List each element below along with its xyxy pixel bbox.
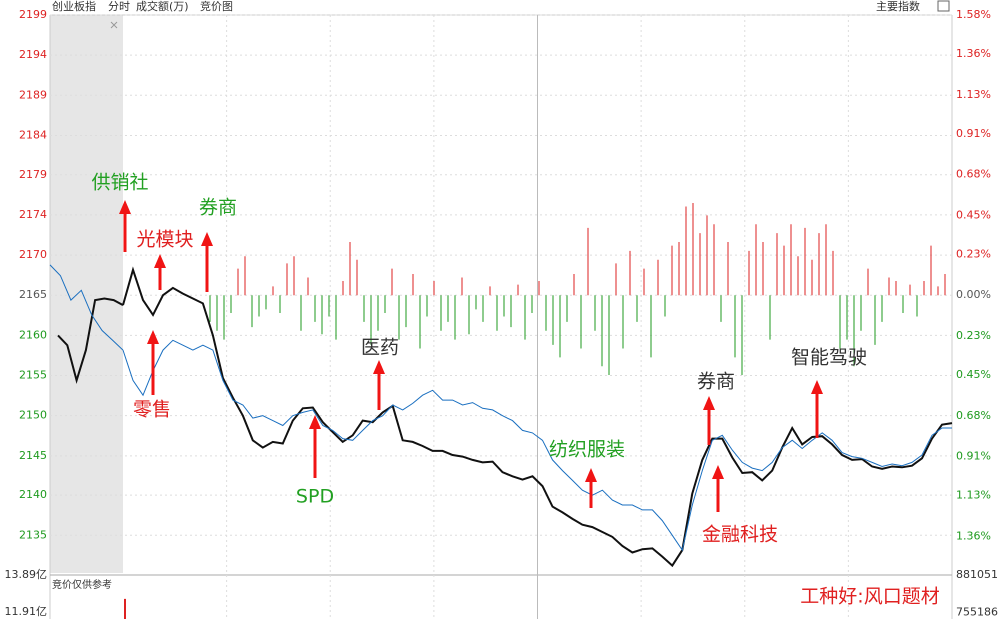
price-line (122, 339, 952, 552)
y2-tick-label: 0.91% (956, 127, 991, 140)
arrow (585, 468, 597, 508)
y-tick-label: 2189 (19, 88, 47, 101)
volume-tick-label: 755186 (956, 605, 998, 618)
y2-tick-label: 0.68% (956, 168, 991, 181)
y2-tick-label: 1.58% (956, 8, 991, 21)
y-tick-label: 2194 (19, 48, 47, 61)
index-button[interactable]: 主要指数 (876, 0, 920, 13)
arrow (703, 396, 715, 445)
arrow (147, 330, 159, 395)
y2-tick-label: 1.36% (956, 529, 991, 542)
annotation: 零售 (133, 399, 171, 421)
y-tick-label: 2199 (19, 8, 47, 21)
y2-tick-label: 1.13% (956, 88, 991, 101)
arrow (811, 380, 823, 438)
arrow (201, 232, 213, 292)
y2-tick-label: 0.23% (956, 329, 991, 342)
arrow (154, 254, 166, 290)
arrow (373, 360, 385, 410)
auction-zone (50, 15, 123, 573)
price-line (122, 266, 953, 568)
y2-tick-label: 0.00% (956, 288, 991, 301)
annotation: 纺织服装 (549, 439, 625, 461)
y-tick-label: 2155 (19, 369, 47, 382)
footer-note: 工种好:风口题材 (800, 586, 939, 608)
y2-tick-label: 0.45% (956, 208, 991, 221)
y-tick-label: 2145 (19, 449, 47, 462)
index-name: 创业板指 (52, 0, 96, 13)
annotation: 光模块 (136, 229, 193, 251)
header-item[interactable]: 成交额(万) (136, 0, 189, 13)
y2-tick-label: 0.45% (956, 368, 991, 381)
y2-tick-label: 0.23% (956, 247, 991, 260)
price-line (49, 264, 124, 351)
arrow (309, 415, 321, 478)
arrow (119, 200, 131, 252)
y-tick-label: 2179 (19, 168, 47, 181)
y-tick-label: 2135 (19, 528, 47, 541)
annotation: 智能驾驶 (791, 347, 867, 369)
y-tick-label: 2150 (19, 409, 47, 422)
arrow (712, 465, 724, 512)
y2-tick-label: 1.36% (956, 47, 991, 60)
annotation: 医药 (361, 337, 399, 359)
annotation: 券商 (199, 197, 237, 219)
volume-tick-label: 881051 (956, 568, 998, 581)
volume-tick-label: 13.89亿 (5, 568, 48, 581)
header-item[interactable]: 分时 (108, 0, 130, 13)
annotation: SPD (296, 486, 334, 508)
y-tick-label: 2174 (19, 208, 47, 221)
volume-label: 竞价仅供参考 (52, 578, 112, 591)
y2-tick-label: 0.68% (956, 409, 991, 422)
y-tick-label: 2140 (19, 488, 47, 501)
y2-tick-label: 1.13% (956, 489, 991, 502)
annotation: 券商 (697, 371, 735, 393)
annotation: 金融科技 (702, 524, 778, 546)
y-tick-label: 2165 (19, 288, 47, 301)
y2-tick-label: 0.91% (956, 450, 991, 463)
price-line (57, 297, 124, 385)
volume-tick-label: 11.91亿 (5, 605, 48, 618)
annotation: 供销社 (91, 172, 148, 194)
checkbox[interactable] (937, 0, 950, 12)
header-item[interactable]: 竞价图 (200, 0, 233, 13)
volume-bar (124, 598, 126, 619)
y-tick-label: 2160 (19, 328, 47, 341)
y-tick-label: 2170 (19, 248, 47, 261)
close-icon[interactable] (110, 21, 118, 29)
y-tick-label: 2184 (19, 128, 47, 141)
